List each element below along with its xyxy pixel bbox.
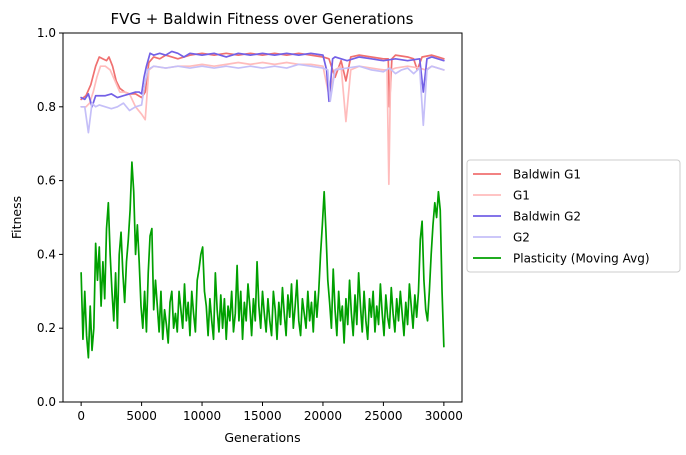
x-axis: 0 5000 10000 15000 20000 25000 30000 — [77, 402, 463, 423]
legend-label: Baldwin G2 — [513, 210, 581, 224]
y-tick-label: 0.8 — [37, 100, 56, 114]
y-tick-label: 0.6 — [37, 174, 56, 188]
legend-label: Baldwin G1 — [513, 168, 581, 182]
legend-entry-plasticity-moving-avg: Plasticity (Moving Avg) — [473, 252, 650, 266]
series-line-g1 — [80, 61, 445, 186]
y-tick-label: 0.0 — [37, 395, 56, 409]
legend: Baldwin G1 G1 Baldwin G2 G2 Plasticity (Movi… — [466, 159, 681, 273]
y-tick-label: 0.4 — [37, 247, 56, 261]
y-axis: 0.0 0.2 0.4 0.6 0.8 1.0 — [37, 26, 63, 409]
legend-entry-baldwin-g2: Baldwin G2 — [473, 210, 581, 224]
x-tick-label: 30000 — [425, 409, 463, 423]
series-layer — [80, 50, 445, 359]
legend-label: G2 — [513, 231, 530, 245]
x-axis-label: Generations — [224, 430, 300, 445]
series-line-plasticity-moving-avg — [80, 161, 445, 359]
plot-area — [62, 32, 463, 403]
chart-title: FVG + Baldwin Fitness over Generations — [111, 10, 414, 28]
series-line-baldwin-g2 — [80, 50, 445, 108]
x-tick-label: 0 — [77, 409, 85, 423]
y-axis-label: Fitness — [9, 196, 24, 239]
legend-box — [466, 159, 681, 273]
x-tick-label: 10000 — [183, 409, 221, 423]
x-tick-label: 15000 — [243, 409, 281, 423]
y-tick-label: 0.2 — [37, 321, 56, 335]
x-tick-label: 20000 — [304, 409, 342, 423]
series-line-g2 — [80, 63, 445, 134]
legend-entry-g2: G2 — [473, 231, 530, 245]
y-tick-label: 1.0 — [37, 26, 56, 40]
legend-items: Baldwin G1 G1 Baldwin G2 G2 Plasticity (Movi… — [473, 168, 650, 266]
legend-entry-g1: G1 — [473, 189, 530, 203]
legend-label: G1 — [513, 189, 530, 203]
legend-label: Plasticity (Moving Avg) — [513, 252, 650, 266]
x-tick-label: 25000 — [364, 409, 402, 423]
x-tick-label: 5000 — [126, 409, 157, 423]
plot-frame — [63, 33, 462, 402]
legend-entry-baldwin-g1: Baldwin G1 — [473, 168, 581, 182]
